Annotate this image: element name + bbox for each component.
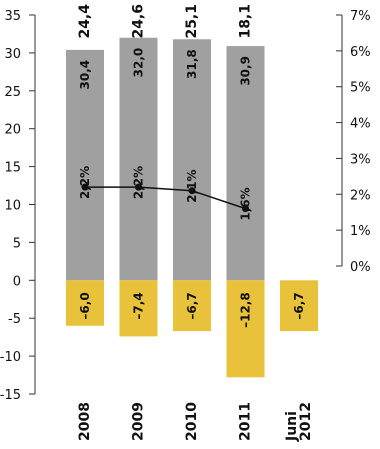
bar-yellow [226, 280, 265, 378]
right-axis-tick-label: 2% [350, 188, 371, 203]
left-axis-tick-label: -5 [8, 312, 21, 327]
bar-gray [66, 49, 104, 281]
left-axis-tick-label: 15 [4, 161, 21, 176]
bar-gray-value-label: 31,8 [185, 49, 199, 79]
bar-yellow-value-label: –7,4 [132, 292, 146, 319]
bar-yellow-value-label: –6,7 [185, 292, 199, 319]
bar-yellow [119, 280, 158, 337]
left-axis-tick-label: 20 [4, 123, 21, 138]
right-axis-tick-label: 3% [350, 152, 371, 167]
line-value-label: 2,2% [132, 166, 146, 199]
bar-yellow-value-label: –6,0 [78, 292, 92, 319]
left-axis-tick-label: 5 [13, 236, 21, 251]
right-axis-tick-label: 7% [350, 9, 371, 24]
bar-yellow [66, 280, 104, 326]
bar-gray [173, 39, 211, 281]
line-point [81, 183, 89, 191]
line-value-label: 2,2% [78, 166, 92, 199]
bar-yellow [173, 280, 211, 332]
line-value-label: 2,1% [185, 169, 199, 202]
category-label: 2011 [238, 402, 254, 441]
left-axis-tick-label: 10 [4, 199, 21, 214]
top-value-label: 24,4 [77, 4, 93, 39]
category-label: 2009 [131, 402, 147, 441]
bars [66, 37, 318, 378]
right-axis-tick-label: 0% [350, 260, 371, 275]
right-axis-tick-label: 5% [350, 81, 371, 96]
right-axis-tick-label: 1% [350, 224, 371, 239]
left-axis-tick-label: -15 [0, 388, 21, 403]
line-point [135, 183, 142, 191]
bar-yellow-value-label: –6,7 [292, 292, 306, 319]
line-value-label: 1,6% [239, 187, 253, 220]
line-point [188, 187, 196, 195]
category-label: Juni [284, 411, 300, 442]
line-series [81, 183, 249, 213]
bar-gray [119, 37, 158, 281]
category-label: 2012 [298, 402, 314, 441]
right-axis-tick-label: 4% [350, 117, 371, 132]
bar-labels: 30,4 –6,0 24,4 2,2% 32,0 –7,4 24,6 2,2% 31,8 –6,7… [77, 4, 306, 328]
left-axis-tick-label: 25 [4, 85, 21, 100]
bar-gray-value-label: 30,4 [78, 60, 92, 90]
bar-yellow [280, 280, 318, 332]
bar-gray-value-label: 32,0 [132, 48, 146, 78]
top-value-label: 24,6 [131, 4, 147, 39]
bar-gray-value-label: 30,9 [239, 56, 253, 86]
top-value-label: 18,1 [238, 4, 254, 39]
bar-gray [226, 46, 265, 281]
bar-yellow-value-label: –12,8 [239, 292, 253, 328]
right-axis-tick-label: 6% [350, 45, 371, 60]
category-label: 2008 [77, 402, 93, 441]
left-axis-tick-label: 0 [13, 274, 21, 289]
category-label: 2010 [184, 402, 200, 441]
left-axis: 35 30 25 20 15 10 5 0 -5 -10 -15 [0, 9, 36, 403]
left-axis-tick-label: -10 [0, 350, 21, 365]
line-point [242, 205, 249, 213]
line-path [85, 186, 246, 210]
left-axis-tick-label: 30 [4, 47, 21, 62]
left-axis-tick-label: 35 [4, 9, 21, 24]
top-value-label: 25,1 [184, 4, 200, 39]
right-axis: 7% 6% 5% 4% 3% 2% 1% 0% [336, 9, 371, 275]
